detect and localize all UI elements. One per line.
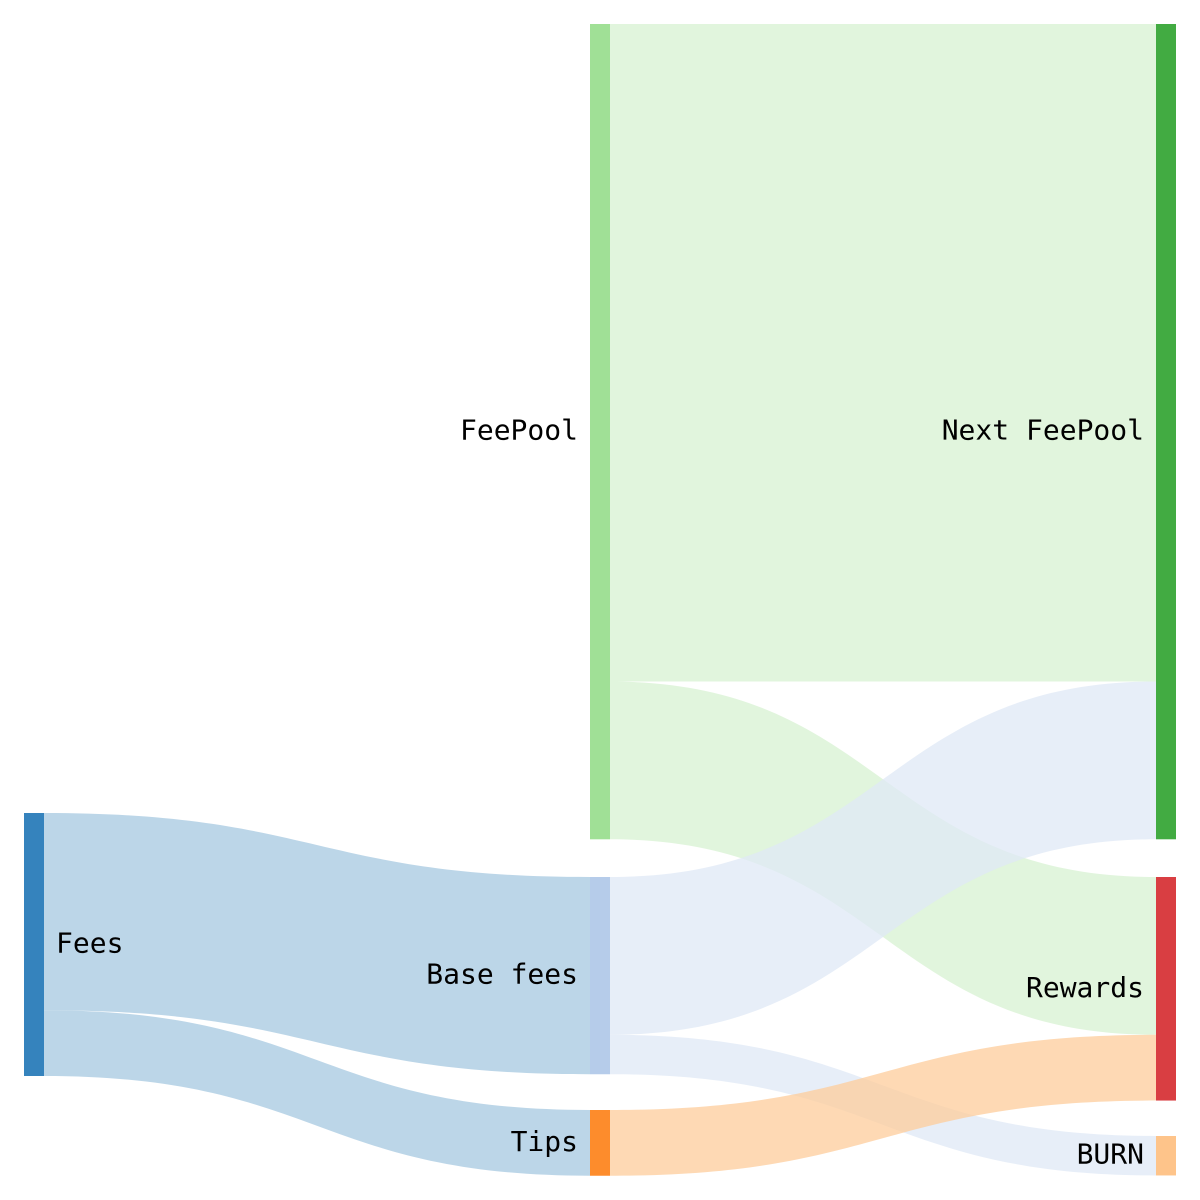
label-fees: Fees xyxy=(56,927,123,960)
label-rewards: Rewards xyxy=(1026,971,1144,1004)
link-tips-to-rewards xyxy=(610,1034,1156,1176)
link-feepool-to-next xyxy=(610,24,1156,682)
label-burn: BURN xyxy=(1077,1138,1144,1171)
label-tips: Tips xyxy=(511,1125,578,1158)
node-next xyxy=(1156,24,1176,840)
node-tips xyxy=(590,1110,610,1176)
link-fees-to-base xyxy=(44,813,590,1075)
link-fees-to-tips xyxy=(44,1010,590,1176)
sankey-nodes xyxy=(24,24,1176,1176)
node-base xyxy=(590,877,610,1075)
sankey-links xyxy=(44,24,1156,1176)
node-rewards xyxy=(1156,877,1176,1101)
node-fees xyxy=(24,813,44,1076)
label-base: Base fees xyxy=(426,958,578,991)
sankey-labels: Fees FeePool Base fees Tips Next FeePool Rewa… xyxy=(56,414,1144,1171)
node-feepool xyxy=(590,24,610,840)
label-feepool: FeePool xyxy=(460,414,578,447)
label-next: Next FeePool xyxy=(942,414,1144,447)
link-base-to-next xyxy=(610,681,1156,1035)
node-burn xyxy=(1156,1136,1176,1176)
